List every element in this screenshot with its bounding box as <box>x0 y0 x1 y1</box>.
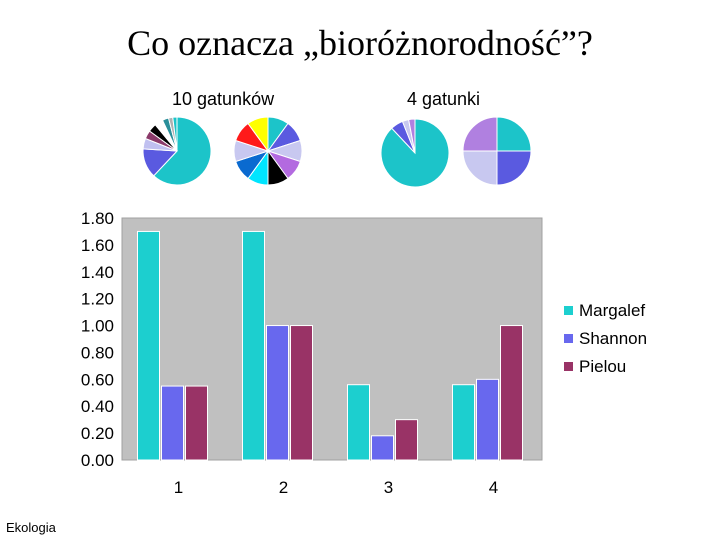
x-tick-label: 1 <box>174 478 183 497</box>
legend-swatch-pielou <box>564 362 573 371</box>
bar-margalef-2 <box>242 230 265 461</box>
y-tick-label: 1.60 <box>81 236 114 255</box>
pie-3-slice-4 <box>408 118 416 154</box>
pie-4 <box>462 116 532 186</box>
y-tick-label: 1.20 <box>81 290 114 309</box>
slide-title: Co oznacza „bioróżnorodność”? <box>127 23 593 63</box>
pie-3 <box>380 118 450 188</box>
bar-margalef-3 <box>347 384 370 461</box>
legend-swatch-shannon <box>564 334 573 343</box>
pie-1-slice-9 <box>172 116 178 152</box>
pie-2 <box>233 116 303 186</box>
pie-1 <box>142 116 212 186</box>
x-tick-label: 2 <box>279 478 288 497</box>
y-tick-label: 1.00 <box>81 317 114 336</box>
bar-shannon-1 <box>161 385 184 461</box>
y-tick-label: 0.80 <box>81 343 114 362</box>
pie-label-10-species: 10 gatunków <box>172 89 275 109</box>
pie-label-4-species: 4 gatunki <box>407 89 481 109</box>
bar-pielou-4 <box>500 325 523 461</box>
bar-pielou-1 <box>185 385 208 461</box>
y-tick-label: 1.80 <box>81 209 114 228</box>
pie-4-slice-3 <box>462 150 498 186</box>
bar-shannon-2 <box>266 325 289 461</box>
y-tick-label: 0.40 <box>81 397 114 416</box>
bar-shannon-4 <box>476 378 499 461</box>
pie-1-slice-1 <box>153 116 212 186</box>
x-tick-label: 4 <box>489 478 498 497</box>
y-tick-label: 0.60 <box>81 370 114 389</box>
pie-2-slice-10 <box>247 116 269 153</box>
bar-margalef-4 <box>452 384 475 461</box>
legend-label-margalef: Margalef <box>579 301 645 320</box>
pie-4-slice-2 <box>496 150 532 186</box>
bar-pielou-2 <box>290 325 313 461</box>
bar-margalef-1 <box>137 230 160 461</box>
pie-4-slice-1 <box>496 116 532 152</box>
legend-label-shannon: Shannon <box>579 329 647 348</box>
bar-shannon-3 <box>371 435 394 461</box>
x-tick-label: 3 <box>384 478 393 497</box>
footer-text: Ekologia <box>6 520 56 535</box>
legend-label-pielou: Pielou <box>579 357 626 376</box>
pie-charts <box>142 116 532 188</box>
y-tick-label: 0.20 <box>81 424 114 443</box>
bar-pielou-3 <box>395 419 418 461</box>
pie-4-slice-4 <box>462 116 498 152</box>
y-tick-label: 1.40 <box>81 263 114 282</box>
y-tick-label: 0.00 <box>81 451 114 470</box>
legend-swatch-margalef <box>564 306 573 315</box>
